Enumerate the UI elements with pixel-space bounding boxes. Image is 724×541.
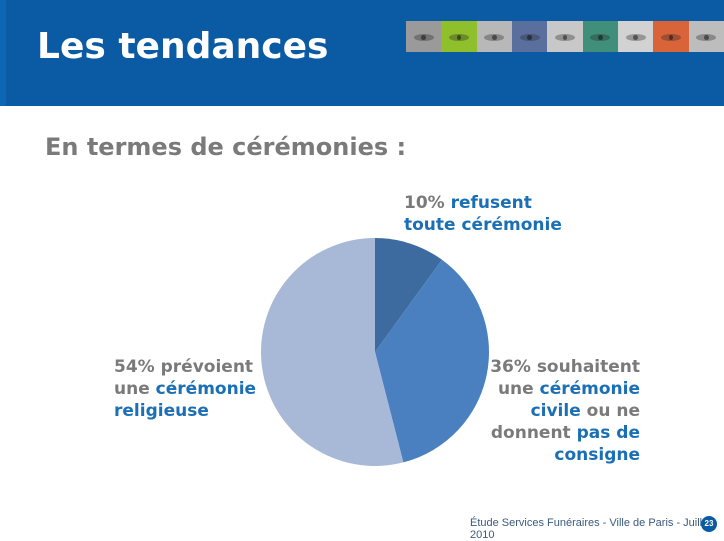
label-civile-text-7: pas de — [576, 423, 640, 443]
eyes-photo-9 — [688, 21, 724, 52]
pie-slice-3 — [261, 238, 404, 466]
label-religieuse-text-4: religieuse — [114, 401, 209, 421]
label-religieuse-pct: 54% — [114, 357, 155, 377]
eyes-photo-8 — [653, 21, 689, 52]
eyes-photo-5 — [547, 21, 583, 52]
label-religieuse-text-2: une — [114, 379, 150, 399]
label-civile-text-5: ou ne — [586, 401, 640, 421]
label-refusent-pct: 10% — [404, 193, 445, 213]
label-refusent-text-2: toute cérémonie — [404, 215, 562, 235]
photo-strip — [406, 21, 724, 52]
eyes-photo-2 — [441, 21, 477, 52]
label-refusent-text: refusent — [450, 193, 532, 213]
label-civile-text-3: cérémonie — [539, 379, 640, 399]
label-religieuse-text-1: prévoient — [160, 357, 254, 377]
label-civile-text-2: une — [497, 379, 534, 399]
label-religieuse-text-3: cérémonie — [155, 379, 257, 399]
label-civile-text-8: consigne — [554, 445, 640, 465]
label-civile: 36% souhaitent une cérémonie civile ou n… — [490, 356, 640, 466]
eyes-photo-3 — [476, 21, 512, 52]
title-banner — [0, 0, 724, 106]
label-civile-text-1: souhaitent — [536, 357, 640, 377]
eyes-photo-7 — [617, 21, 654, 52]
banner-accent — [0, 0, 6, 106]
page-title: Les tendances — [37, 26, 329, 67]
eyes-photo-6 — [582, 21, 618, 52]
label-religieuse: 54% prévoient une cérémonie religieuse — [114, 356, 256, 422]
page-number-badge: 23 — [701, 516, 717, 532]
pie-slice-1 — [375, 238, 443, 352]
eyes-photo-1 — [406, 21, 442, 52]
section-heading: En termes de cérémonies : — [45, 133, 407, 161]
label-civile-text-4: civile — [530, 401, 581, 421]
label-refusent: 10% refusent toute cérémonie — [404, 192, 562, 236]
pie-slice-2 — [375, 259, 489, 463]
footer-text: Étude Services Funéraires - Ville de Par… — [470, 517, 712, 541]
eyes-photo-4 — [511, 21, 548, 52]
label-civile-pct: 36% — [490, 357, 531, 377]
label-civile-text-6: donnent — [490, 423, 571, 443]
